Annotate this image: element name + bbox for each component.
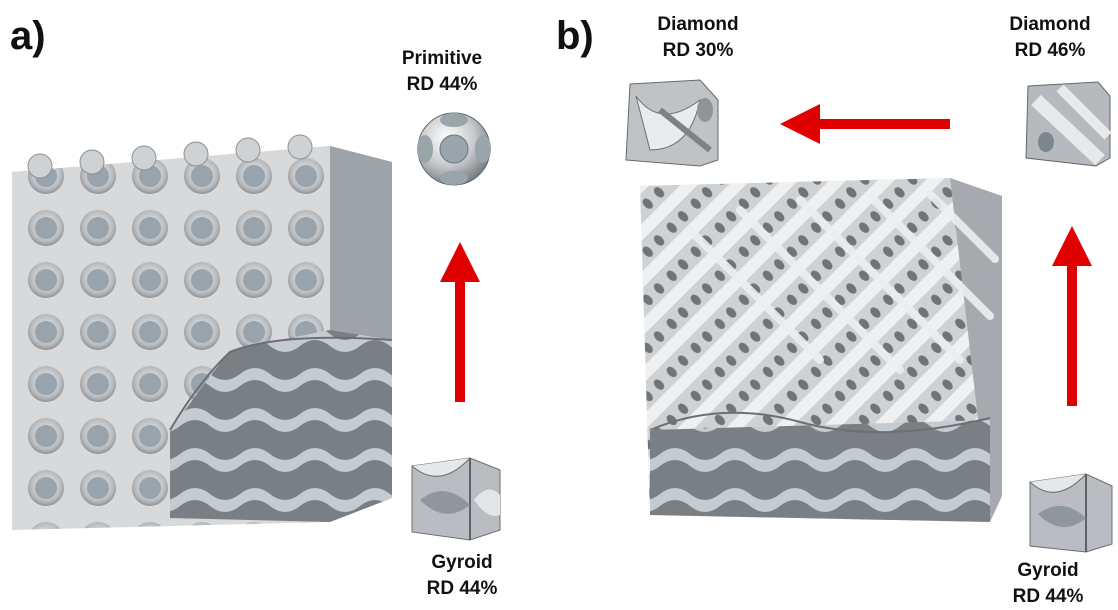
- diamond-lattice-cube: [640, 178, 1002, 522]
- gyroid-unit-cell-a: [411, 457, 501, 541]
- gyroid-b-name: Gyroid: [1017, 560, 1079, 581]
- diamond-46-name: Diamond: [1009, 14, 1091, 35]
- gyroid-a-name: Gyroid: [431, 552, 493, 573]
- gyroid-unit-cell-b: [1029, 473, 1113, 553]
- diamond-30-rd: RD 30%: [662, 40, 734, 61]
- gyroid-cut-edge: [169, 336, 393, 431]
- primitive-rd: RD 44%: [406, 74, 478, 95]
- gyroid-cut-region: [170, 330, 392, 522]
- gyroid-b-rd: RD 44%: [1012, 586, 1084, 607]
- primitive-caption: Primitive RD 44%: [372, 46, 512, 98]
- panel-a-letter: a): [10, 14, 46, 58]
- cube-b-gyroid-edge: [649, 411, 991, 434]
- diamond-30-unit-cell: [625, 79, 719, 167]
- diamond-30-caption: Diamond RD 30%: [628, 12, 768, 64]
- primitive-lattice-cube: [12, 134, 393, 530]
- panel-b-letter: b): [556, 14, 594, 58]
- diamond-diagonal-bars: [686, 190, 999, 374]
- primitive-name: Primitive: [401, 48, 483, 69]
- diamond-30-name: Diamond: [657, 14, 739, 35]
- primitive-unit-cell: [417, 112, 491, 186]
- cube-a-top-bumps: [27, 134, 313, 179]
- cube-b-gyroid-region: [650, 420, 990, 522]
- gyroid-a-rd: RD 44%: [426, 578, 498, 599]
- diamond-46-caption: Diamond RD 46%: [980, 12, 1118, 64]
- gyroid-a-caption: Gyroid RD 44%: [392, 550, 532, 602]
- diamond-46-rd: RD 46%: [1014, 40, 1086, 61]
- gyroid-b-caption: Gyroid RD 44%: [978, 558, 1118, 610]
- diamond-46-unit-cell: [1025, 81, 1112, 167]
